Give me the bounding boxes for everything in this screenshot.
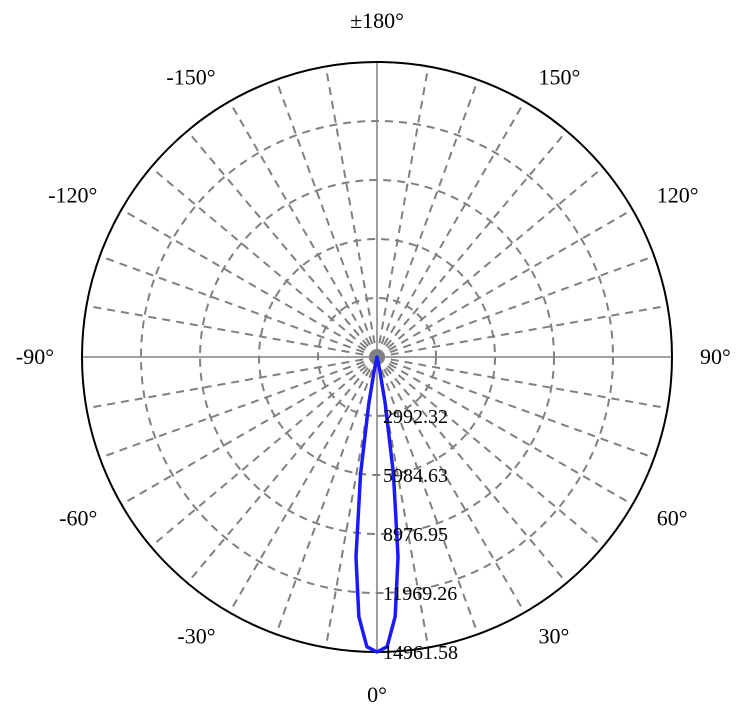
angle-tick-label: -30° <box>177 624 215 649</box>
angle-tick-label: 120° <box>657 183 699 208</box>
angle-tick-label: -150° <box>166 64 215 89</box>
angle-tick-label: 60° <box>657 506 688 531</box>
radial-tick-label: 11969.26 <box>383 583 457 605</box>
radial-tick-label: 8976.95 <box>383 524 448 546</box>
radial-tick-label: 5984.63 <box>383 465 448 487</box>
angle-tick-label: -60° <box>59 506 97 531</box>
polar-chart: 2992.32 5984.63 8976.95 11969.26 14961.58 ±18… <box>0 0 754 715</box>
radial-tick-label: 2992.32 <box>383 406 448 428</box>
angle-tick-label: ±180° <box>350 8 404 33</box>
radial-tick-label: 14961.58 <box>383 642 458 664</box>
angle-tick-label: -120° <box>48 183 97 208</box>
angle-tick-label: 90° <box>700 344 731 369</box>
angle-tick-label: 0° <box>367 682 387 707</box>
polar-svg: 2992.32 5984.63 8976.95 11969.26 14961.58 ±18… <box>0 0 754 715</box>
angle-tick-label: 30° <box>539 624 570 649</box>
angle-tick-label: 150° <box>539 64 581 89</box>
angle-tick-label: -90° <box>16 344 54 369</box>
